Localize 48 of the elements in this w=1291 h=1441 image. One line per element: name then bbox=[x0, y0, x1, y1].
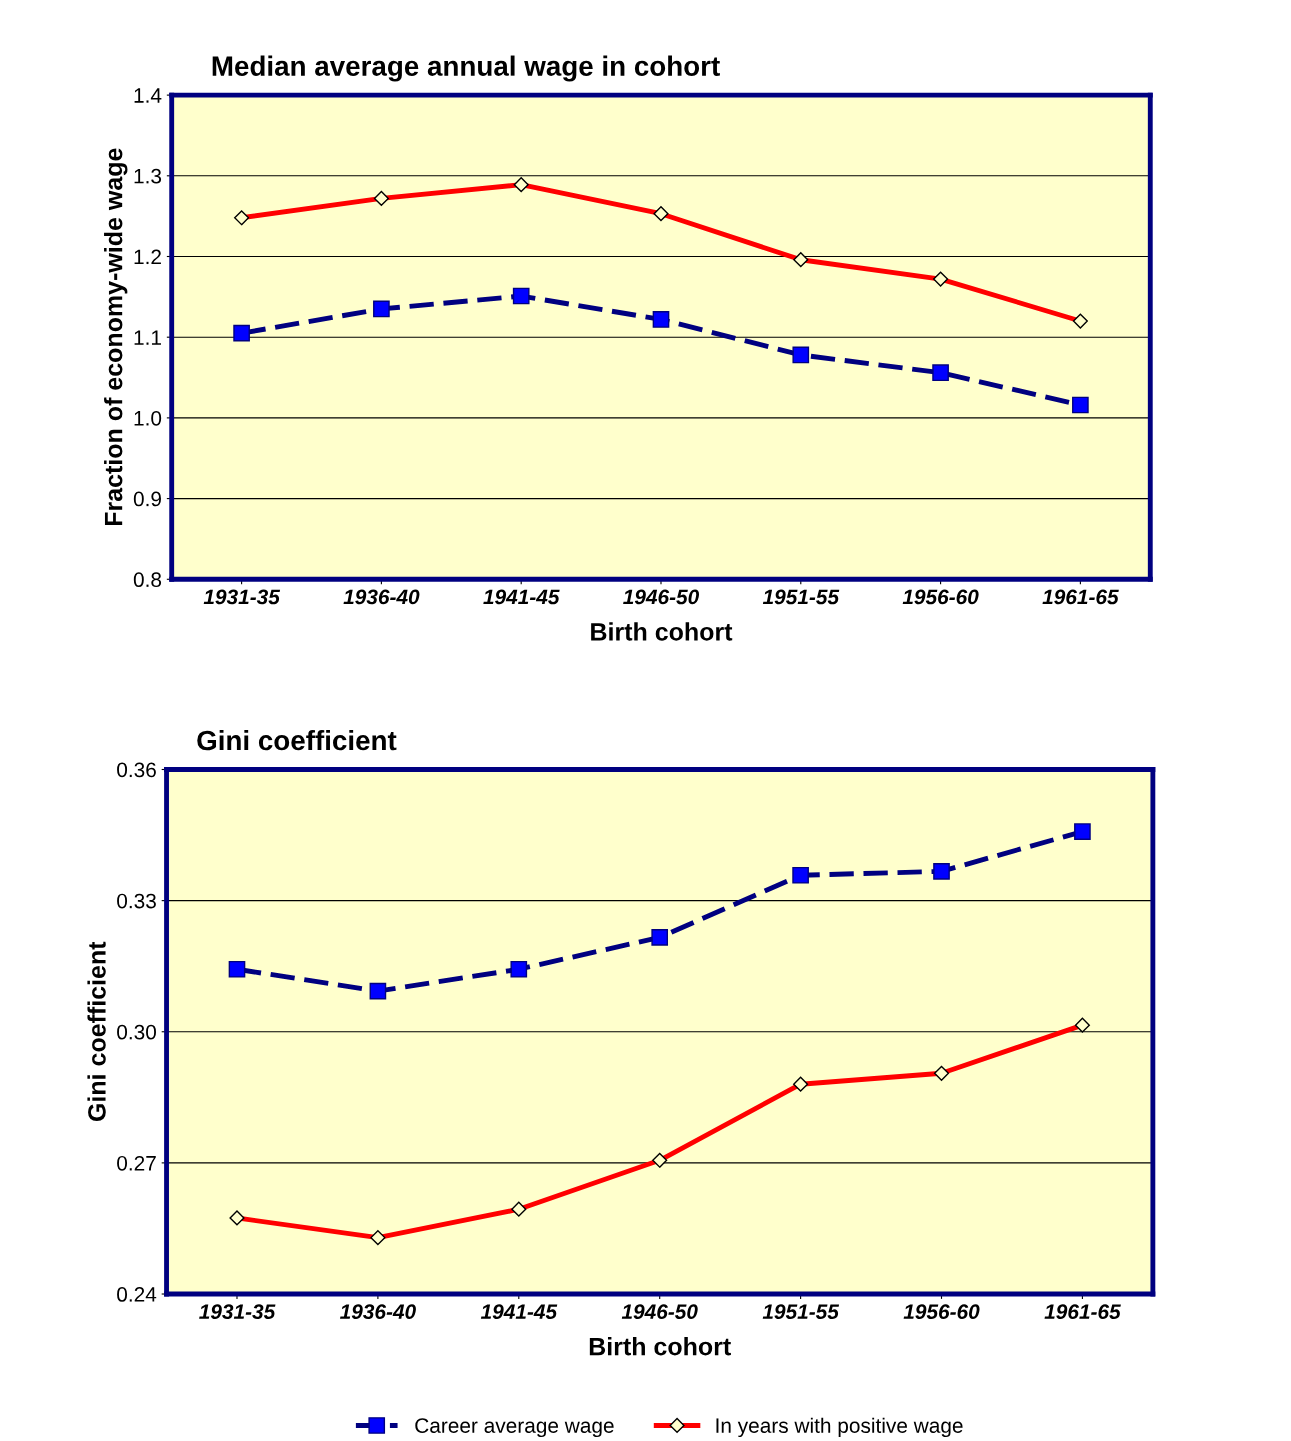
x-tick-label: 1961-65 bbox=[1044, 1304, 1121, 1320]
point bbox=[792, 866, 809, 884]
y-tick-label: 0.27 bbox=[117, 1155, 156, 1171]
x-tick-label: 1951-55 bbox=[762, 1304, 840, 1320]
point bbox=[933, 863, 950, 880]
point bbox=[510, 960, 528, 978]
y-axis-title: Fraction of economy-wide wage bbox=[104, 148, 128, 526]
x-tick-label: 1941-45 bbox=[483, 589, 560, 605]
x-tick-label: 1951-55 bbox=[762, 589, 840, 605]
point bbox=[233, 324, 250, 342]
y-axis-title: Gini coefficient bbox=[87, 941, 106, 1122]
x-tick-label: 1956-60 bbox=[902, 589, 979, 605]
x-tick-label: 1936-40 bbox=[343, 589, 420, 605]
point bbox=[652, 311, 670, 328]
x-tick-label: 1946-50 bbox=[623, 589, 700, 605]
y-tick-label: 0.24 bbox=[117, 1287, 157, 1302]
point bbox=[651, 929, 669, 946]
x-tick-label: 1936-40 bbox=[340, 1304, 416, 1320]
y-tick-label: 1.3 bbox=[134, 168, 162, 184]
x-axis-title: Birth cohort bbox=[589, 1337, 731, 1356]
y-tick-label: 1.0 bbox=[134, 410, 162, 426]
y-tick-label: 0.36 bbox=[117, 762, 156, 778]
x-axis-title: Birth cohort bbox=[591, 622, 733, 641]
point bbox=[373, 300, 390, 318]
point bbox=[932, 364, 949, 382]
y-tick-label: 0.33 bbox=[117, 893, 156, 909]
x-tick-label: 1961-65 bbox=[1042, 589, 1119, 605]
y-tick-label: 0.9 bbox=[133, 491, 161, 507]
point bbox=[792, 346, 810, 364]
point bbox=[1072, 396, 1089, 414]
chart-title: Median average annual wage in cohort bbox=[212, 55, 720, 82]
y-tick-label: 1.4 bbox=[134, 88, 162, 103]
x-tick-label: 1946-50 bbox=[621, 1304, 698, 1320]
legend-label: In years with positive wage bbox=[716, 1417, 963, 1438]
y-tick-label: 1.1 bbox=[134, 330, 161, 345]
x-tick-label: 1931-35 bbox=[203, 589, 281, 605]
y-tick-label: 1.2 bbox=[134, 249, 161, 265]
point bbox=[1074, 823, 1091, 840]
y-tick-label: 0.8 bbox=[133, 572, 162, 588]
y-tick-label: 0.30 bbox=[117, 1024, 157, 1040]
point bbox=[512, 287, 530, 305]
x-tick-label: 1931-35 bbox=[199, 1304, 276, 1320]
point bbox=[369, 982, 387, 1000]
point bbox=[228, 960, 246, 978]
legend-label: Career average wage bbox=[415, 1418, 614, 1438]
chart-title: Gini coefficient bbox=[197, 729, 397, 751]
x-tick-label: 1956-60 bbox=[903, 1304, 980, 1320]
x-tick-label: 1941-45 bbox=[480, 1304, 558, 1320]
